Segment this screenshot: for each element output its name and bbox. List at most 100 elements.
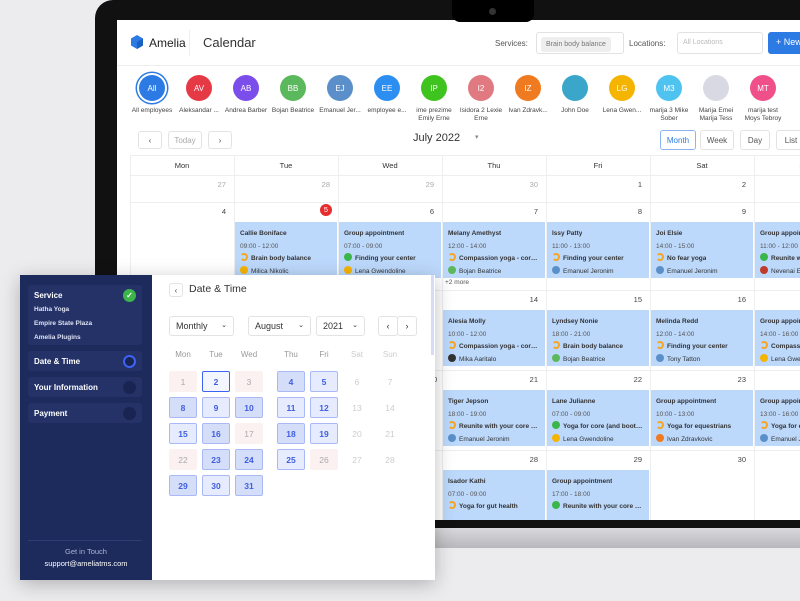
employee-avatar[interactable]: EE <box>374 75 400 101</box>
appointment-card[interactable]: Tiger Jepson 18:00 - 19:00 Reunite with yo… <box>443 390 545 446</box>
prev-month-button[interactable]: ‹ <box>378 316 398 336</box>
appointment-card[interactable]: Lane Julianne 07:00 - 09:00 Yoga for core … <box>547 390 649 446</box>
more-events-link[interactable]: +2 more <box>445 279 470 286</box>
date-cell[interactable]: 12 <box>310 397 338 418</box>
employee-photo-avatar[interactable] <box>562 75 588 101</box>
date-cell[interactable]: 10 <box>235 397 263 418</box>
date-number[interactable]: 2 <box>741 180 746 189</box>
employee-name[interactable]: Ivan Zdravk... <box>508 107 548 114</box>
appointment-card[interactable]: Issy Patty 11:00 - 13:00 Finding your cent… <box>547 222 649 278</box>
view-mode-select[interactable]: Monthly ⌄ <box>169 316 234 336</box>
date-number[interactable]: 8 <box>637 207 642 216</box>
employee-name[interactable]: Andrea Barber <box>224 107 268 114</box>
employee-name[interactable]: John Doe <box>561 107 589 114</box>
appointment-card[interactable]: Alesia Molly 10:00 - 12:00 Compassion yoga… <box>443 310 545 366</box>
date-number[interactable]: 4 <box>221 207 226 216</box>
new-appointment-button[interactable]: + New <box>768 32 800 54</box>
date-number[interactable]: 28 <box>321 180 330 189</box>
month-select[interactable]: August ⌄ <box>248 316 311 336</box>
date-cell[interactable]: 9 <box>202 397 230 418</box>
date-number[interactable]: 21 <box>529 375 538 384</box>
appointment-card[interactable]: Callie Boniface 09:00 - 12:00 Brain body b… <box>235 222 337 278</box>
view-day-button[interactable]: Day <box>740 130 770 150</box>
employee-name[interactable]: Aleksandar ... <box>179 107 219 114</box>
selected-date-cell[interactable]: 2 <box>202 371 230 392</box>
employee-photo-avatar[interactable] <box>703 75 729 101</box>
employee-name[interactable]: Emanuel Jer... <box>319 107 361 114</box>
date-cell[interactable]: 15 <box>169 423 197 444</box>
employee-name[interactable]: marija test Moys Tebroy <box>744 107 782 122</box>
employee-name[interactable]: Isidora 2 Lexie Erne <box>459 107 503 122</box>
date-cell[interactable]: 31 <box>235 475 263 496</box>
date-number[interactable]: 22 <box>633 375 642 384</box>
date-number[interactable]: 14 <box>529 295 538 304</box>
date-number[interactable]: 10 <box>754 207 800 216</box>
date-number[interactable]: 9 <box>741 207 746 216</box>
locations-select[interactable]: All Locations <box>677 32 763 54</box>
step-your-information[interactable]: Your Information <box>28 377 142 397</box>
appointment-card[interactable]: Group appointment 10:00 - 13:00 Yoga for e… <box>651 390 753 446</box>
appointment-card[interactable]: Group appointment 11:00 - 12:00 Reunite wi… <box>755 222 800 278</box>
date-cell[interactable]: 16 <box>202 423 230 444</box>
date-number[interactable]: 7 <box>533 207 538 216</box>
employee-name[interactable]: All employees <box>131 107 173 114</box>
employee-avatar[interactable]: AV <box>186 75 212 101</box>
employee-name[interactable]: Marija Emei Marija Tess <box>698 107 734 122</box>
appointment-card[interactable]: Group appointment 07:00 - 09:00 Finding yo… <box>339 222 441 278</box>
month-dropdown-icon[interactable]: ▾ <box>475 134 479 141</box>
date-number[interactable]: 29 <box>633 455 642 464</box>
appointment-card[interactable]: Joi Elsie 14:00 - 15:00 No fear yoga Emanue… <box>651 222 753 278</box>
employee-avatar[interactable]: IZ <box>515 75 541 101</box>
employee-avatar[interactable]: EJ <box>327 75 353 101</box>
year-select[interactable]: 2021 ⌄ <box>316 316 365 336</box>
back-button[interactable]: ‹ <box>169 283 183 297</box>
employee-name[interactable]: marija 3 Mike Sober <box>649 107 689 122</box>
appointment-card[interactable]: Group appointment 13:00 - 16:00 Yoga for e… <box>755 390 800 446</box>
next-month-button[interactable]: › <box>397 316 417 336</box>
today-date-number[interactable]: 5 <box>320 204 332 216</box>
employee-name[interactable]: employee e... <box>367 107 407 114</box>
date-number[interactable]: 3 <box>754 180 800 189</box>
appointment-card[interactable]: Isador Kathi 07:00 - 09:00 Yoga for gut he… <box>443 470 545 520</box>
date-number[interactable]: 15 <box>633 295 642 304</box>
step-payment[interactable]: Payment <box>28 403 142 423</box>
employee-avatar[interactable]: I2 <box>468 75 494 101</box>
date-number[interactable]: 30 <box>737 455 746 464</box>
date-number[interactable]: 27 <box>217 180 226 189</box>
appointment-card[interactable]: Melinda Redd 12:00 - 14:00 Finding your ce… <box>651 310 753 366</box>
date-cell[interactable]: 23 <box>202 449 230 470</box>
employee-name[interactable]: ime prezime Emily Erne <box>416 107 452 122</box>
employee-avatar[interactable]: M3 <box>656 75 682 101</box>
date-number[interactable]: 24 <box>754 375 800 384</box>
step-date-time[interactable]: Date & Time <box>28 351 142 371</box>
scrollbar[interactable] <box>431 275 434 355</box>
services-select[interactable]: Brain body balance <box>536 32 624 54</box>
date-cell[interactable]: 18 <box>277 423 305 444</box>
employee-avatar[interactable]: All <box>139 75 165 101</box>
appointment-card[interactable]: Group appointment 17:00 - 18:00 Reunite wi… <box>547 470 649 520</box>
employee-name[interactable]: Lena Gwen... <box>602 107 642 114</box>
view-list-button[interactable]: List <box>776 130 800 150</box>
employee-avatar[interactable]: LG <box>609 75 635 101</box>
step-service[interactable]: Service ✓ Hatha Yoga Empire State Plaza Amel… <box>28 285 142 345</box>
date-cell[interactable]: 4 <box>277 371 305 392</box>
appointment-card[interactable]: Lyndsey Nonie 18:00 - 21:00 Brain body bal… <box>547 310 649 366</box>
month-title[interactable]: July 2022 <box>413 132 461 144</box>
date-number[interactable]: 31 <box>754 455 800 464</box>
date-cell[interactable]: 29 <box>169 475 197 496</box>
view-week-button[interactable]: Week <box>700 130 734 150</box>
appointment-card[interactable]: Group appointment 14:00 - 16:00 Compassion… <box>755 310 800 366</box>
date-number[interactable]: 28 <box>529 455 538 464</box>
date-number[interactable]: 23 <box>737 375 746 384</box>
employee-avatar[interactable]: IP <box>421 75 447 101</box>
date-number[interactable]: 16 <box>737 295 746 304</box>
view-month-button[interactable]: Month <box>660 130 696 150</box>
date-cell[interactable]: 5 <box>310 371 338 392</box>
employee-avatar[interactable]: MT <box>750 75 776 101</box>
appointment-card[interactable]: Melany Amethyst 12:00 - 14:00 Compassion y… <box>443 222 545 278</box>
date-cell[interactable]: 25 <box>277 449 305 470</box>
employee-avatar[interactable]: AB <box>233 75 259 101</box>
next-month-button[interactable]: › <box>208 131 232 149</box>
date-cell[interactable]: 11 <box>277 397 305 418</box>
today-button[interactable]: Today <box>168 131 202 149</box>
